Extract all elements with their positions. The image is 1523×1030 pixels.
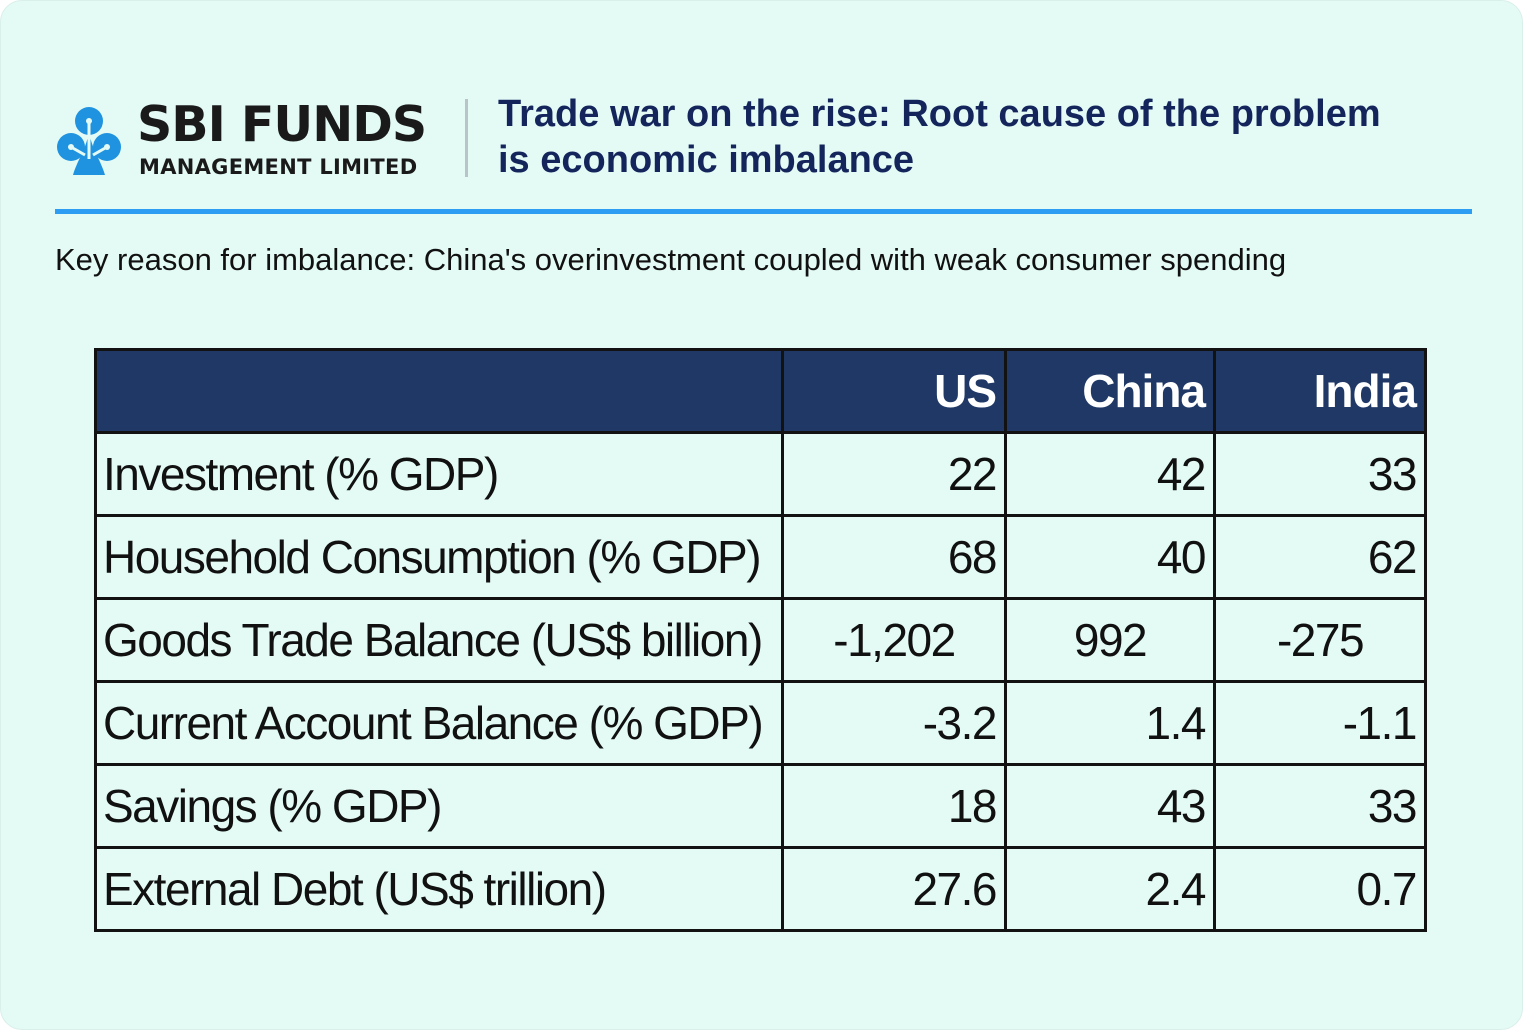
cell-us: 22 bbox=[781, 431, 1007, 517]
cell-india: 33 bbox=[1213, 431, 1427, 517]
headline: Trade war on the rise: Root cause of the… bbox=[498, 91, 1498, 183]
table-row: Household Consumption (% GDP) 68 40 62 bbox=[94, 514, 1427, 600]
table-row: Investment (% GDP) 22 42 33 bbox=[94, 431, 1427, 517]
cell-us: 27.6 bbox=[781, 846, 1007, 932]
cell-us: 18 bbox=[781, 763, 1007, 849]
cell-india: -275 bbox=[1213, 597, 1427, 683]
table-row: Current Account Balance (% GDP) -3.2 1.4… bbox=[94, 680, 1427, 766]
sbi-logo-icon bbox=[57, 107, 121, 175]
cell-china: 43 bbox=[1004, 763, 1216, 849]
cell-india: 62 bbox=[1213, 514, 1427, 600]
row-label: Current Account Balance (% GDP) bbox=[94, 680, 784, 766]
cell-china: 1.4 bbox=[1004, 680, 1216, 766]
row-label: Savings (% GDP) bbox=[94, 763, 784, 849]
cell-india: 0.7 bbox=[1213, 846, 1427, 932]
row-label: Investment (% GDP) bbox=[94, 431, 784, 517]
table-row: Savings (% GDP) 18 43 33 bbox=[94, 763, 1427, 849]
row-label: External Debt (US$ trillion) bbox=[94, 846, 784, 932]
cell-china: 42 bbox=[1004, 431, 1216, 517]
header-divider bbox=[465, 99, 468, 177]
brand-subname: MANAGEMENT LIMITED bbox=[139, 155, 418, 179]
cell-india: -1.1 bbox=[1213, 680, 1427, 766]
brand-name: SBI FUNDS bbox=[137, 96, 427, 153]
headline-line-2: is economic imbalance bbox=[498, 139, 915, 181]
column-header-us: US bbox=[781, 348, 1007, 434]
row-label: Household Consumption (% GDP) bbox=[94, 514, 784, 600]
cell-us: 68 bbox=[781, 514, 1007, 600]
column-header-blank bbox=[94, 348, 784, 434]
column-header-china: China bbox=[1004, 348, 1216, 434]
column-header-india: India bbox=[1213, 348, 1427, 434]
cell-india: 33 bbox=[1213, 763, 1427, 849]
comparison-table: US China India Investment (% GDP) 22 42 … bbox=[94, 348, 1427, 932]
cell-china: 992 bbox=[1004, 597, 1216, 683]
subtitle: Key reason for imbalance: China's overin… bbox=[55, 242, 1287, 277]
cell-us: -3.2 bbox=[781, 680, 1007, 766]
row-label: Goods Trade Balance (US$ billion) bbox=[94, 597, 784, 683]
table-row: External Debt (US$ trillion) 27.6 2.4 0.… bbox=[94, 846, 1427, 932]
header-rule bbox=[55, 209, 1472, 214]
comparison-table-container: US China India Investment (% GDP) 22 42 … bbox=[94, 348, 1427, 932]
cell-us: -1,202 bbox=[781, 597, 1007, 683]
headline-line-1: Trade war on the rise: Root cause of the… bbox=[498, 93, 1381, 135]
table-row: Goods Trade Balance (US$ billion) -1,202… bbox=[94, 597, 1427, 683]
cell-china: 2.4 bbox=[1004, 846, 1216, 932]
table-header-row: US China India bbox=[94, 348, 1427, 434]
sbi-funds-logo: SBI FUNDS MANAGEMENT LIMITED bbox=[55, 97, 445, 183]
cell-china: 40 bbox=[1004, 514, 1216, 600]
